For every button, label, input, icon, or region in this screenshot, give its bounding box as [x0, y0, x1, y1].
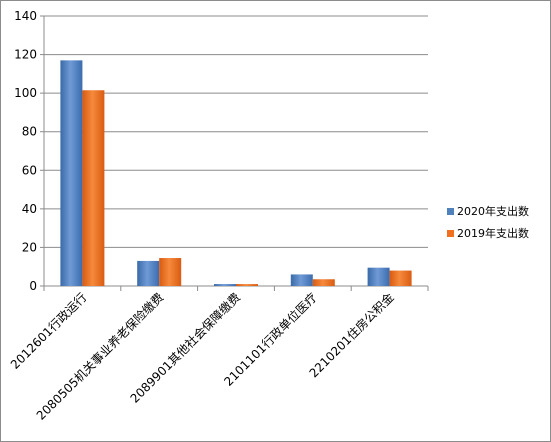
y-tick-label: 0	[29, 279, 37, 293]
legend-label-2019: 2019年支出数	[457, 227, 529, 240]
bar-s2020-3	[290, 274, 313, 286]
y-tick-label: 120	[14, 48, 37, 62]
legend-swatch-2020	[447, 207, 454, 215]
y-tick-label: 40	[22, 202, 37, 216]
bar-s2020-0	[60, 60, 83, 286]
legend-item-2020: 2020年支出数	[447, 200, 529, 222]
bar-s2020-4	[367, 267, 390, 286]
bar-s2020-1	[137, 260, 160, 286]
bar-s2020-2	[214, 284, 236, 286]
bars	[60, 60, 412, 286]
legend-item-2019: 2019年支出数	[447, 222, 529, 244]
y-tick-label: 60	[22, 163, 37, 177]
y-tick-label: 80	[22, 125, 37, 139]
legend-swatch-2019	[447, 229, 454, 237]
y-tick-label: 140	[14, 9, 37, 23]
x-category-label: 2210201住房公积金	[306, 290, 397, 381]
gridlines	[44, 15, 428, 248]
bar-s2019-3	[312, 279, 335, 286]
x-category-label: 2080505机关事业养老保险缴费	[33, 290, 166, 423]
legend-label-2020: 2020年支出数	[457, 205, 529, 218]
y-tick-label: 20	[22, 240, 37, 254]
bar-s2019-4	[389, 270, 412, 286]
bar-s2019-1	[159, 258, 182, 286]
bar-s2019-0	[82, 90, 105, 286]
bar-s2019-2	[236, 284, 258, 286]
x-category-label: 2012601行政运行	[8, 290, 90, 372]
legend: 2020年支出数 2019年支出数	[447, 200, 529, 244]
y-tick-label: 100	[14, 86, 37, 100]
